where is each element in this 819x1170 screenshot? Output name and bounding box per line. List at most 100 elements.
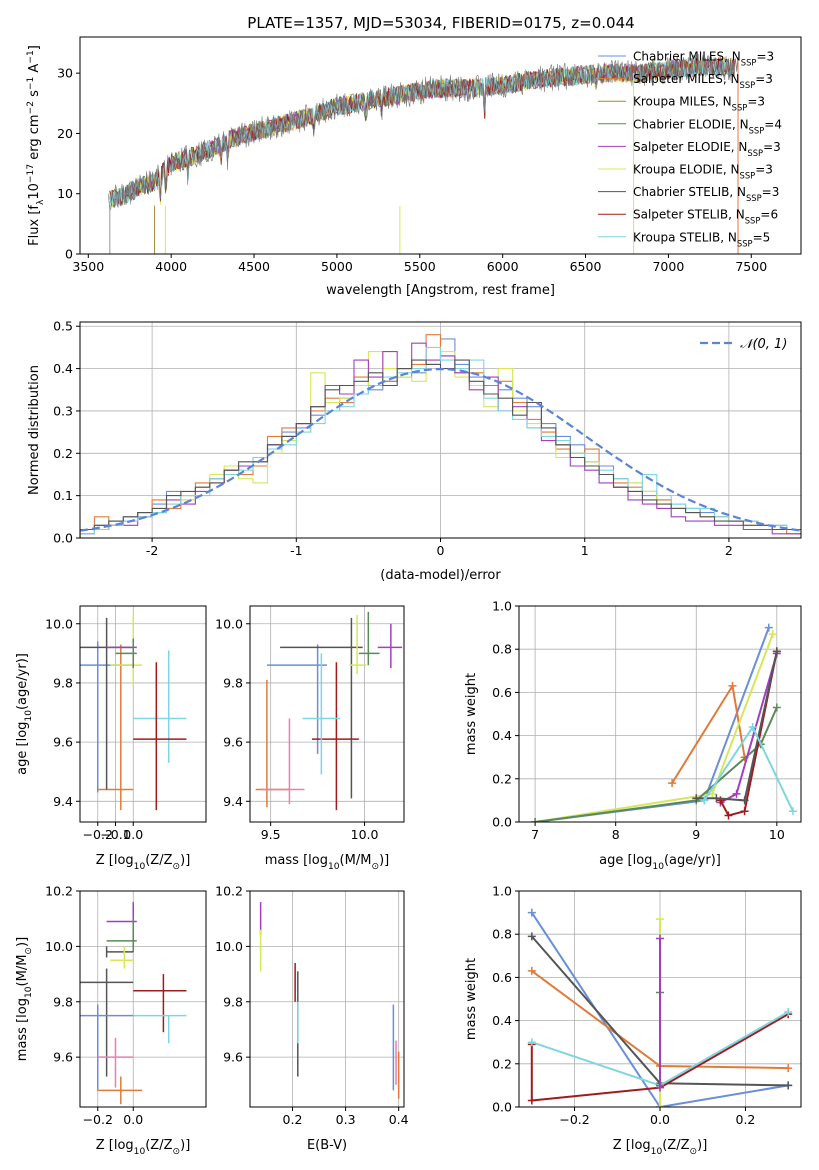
mass-vs-ebv-axes: 0.2 0.3 0.4 9.6 9.8 10.0 10.2 E(B-V) — [215, 884, 409, 1154]
x-tick-label: 8 — [612, 827, 620, 842]
y-tick-label: 0.4 — [53, 361, 73, 376]
x-tick-label: −0.2 — [559, 1112, 589, 1127]
weight-vs-Z-axes: −0.2 0.0 0.2 0.0 0.2 0.4 0.6 0.8 1.0 Z [log10(Z/Z… — [464, 884, 802, 1157]
weight-marker — [740, 807, 749, 816]
y-tick-label: 0.6 — [492, 970, 512, 985]
x-tick-label: 3500 — [72, 259, 104, 274]
weight-vs-age-axes: 7 8 9 10 0.0 0.2 0.4 0.6 0.8 1.0 age [log10(age/yr… — [464, 599, 802, 872]
weight-line — [530, 912, 789, 1107]
x-tick-label: 0.0 — [650, 1112, 670, 1127]
weight-marker — [656, 1083, 664, 1092]
x-tick-label: −0.1 — [100, 827, 130, 842]
spectrum-axes: 3500 4000 4500 5000 5500 6000 6500 7000 7500 0 10 2… — [26, 36, 802, 298]
x-tick-label: −0.2 — [83, 827, 113, 842]
x-tick-label: 0.0 — [123, 1112, 143, 1127]
weight-lines — [527, 908, 793, 1107]
age-vs-Z-axes: −0.2−0.10.0 9.4 9.6 9.8 10.0 Z [log10(Z/Z⊙)] a… — [15, 605, 207, 872]
axes-frame — [518, 605, 802, 823]
spectrum-lines — [107, 54, 739, 254]
weight-line — [534, 707, 778, 822]
weight-lines — [531, 623, 797, 822]
y-tick-label: 0.8 — [492, 642, 512, 657]
x-tick-label: 4500 — [238, 259, 270, 274]
x-axis-label: (data-model)/error — [380, 568, 501, 583]
y-tick-label: 20 — [57, 126, 73, 141]
x-tick-label: 0.2 — [283, 1112, 303, 1127]
histograms — [80, 334, 801, 538]
x-axis-label: Z [log10(Z/Z⊙)] — [96, 1138, 191, 1157]
axes-frame — [249, 890, 405, 1108]
weight-marker — [784, 1081, 793, 1090]
y-tick-label: 10 — [57, 186, 73, 201]
observed-spectrum — [107, 54, 739, 211]
y-tick-label: 9.8 — [53, 675, 73, 690]
y-tick-label: 0.0 — [492, 1100, 512, 1115]
x-axis-label: Z [log10(Z/Z⊙)] — [613, 1138, 708, 1157]
weight-marker — [527, 1096, 536, 1105]
weight-line — [530, 1013, 789, 1102]
weight-marker — [692, 794, 701, 803]
legend-label: Salpeter ELODIE, NSSP=3 — [633, 140, 781, 158]
weight-marker — [724, 811, 733, 820]
y-tick-label: 0.6 — [492, 685, 512, 700]
x-tick-label: 6000 — [487, 259, 519, 274]
y-tick-label: 10.0 — [45, 939, 73, 954]
legend-label: Kroupa ELODIE, NSSP=3 — [633, 163, 773, 181]
x-tick-label: 4000 — [155, 259, 187, 274]
points — [80, 614, 187, 811]
weight-marker — [784, 1064, 793, 1073]
y-tick-label: 9.8 — [53, 994, 73, 1009]
residual-axes: -2 -1 0 1 2 0.0 0.1 0.2 0.3 0.4 0.5 𝒩(0, 1) (data-mo… — [27, 319, 802, 583]
y-tick-label: 0.3 — [53, 403, 73, 418]
y-axis-label: age [log10(age/yr)] — [15, 653, 34, 775]
y-tick-label: 0.1 — [53, 488, 73, 503]
weight-line — [719, 651, 778, 817]
x-tick-label: 0.4 — [389, 1112, 409, 1127]
x-tick-label: 5500 — [404, 259, 436, 274]
mass-vs-Z-axes: −0.2 0.0 9.6 9.8 10.0 10.2 Z [log10(Z/Z⊙)] mass… — [15, 884, 207, 1157]
x-tick-label: 1 — [581, 543, 589, 558]
weight-marker — [740, 796, 749, 805]
weight-marker — [728, 681, 737, 690]
weight-marker — [527, 932, 536, 941]
y-tick-label: 9.6 — [223, 735, 243, 750]
points — [259, 902, 400, 1099]
legend-label: 𝒩(0, 1) — [740, 337, 787, 352]
x-tick-label: 2 — [725, 543, 733, 558]
y-tick-label: 1.0 — [492, 599, 512, 614]
x-tick-label: 0.3 — [336, 1112, 356, 1127]
y-tick-label: 10.0 — [215, 616, 243, 631]
legend-label: Chabrier STELIB, NSSP=3 — [633, 185, 779, 203]
weight-marker — [732, 789, 741, 798]
legend-label: Chabrier MILES, NSSP=3 — [633, 50, 774, 68]
x-tick-label: 6500 — [570, 259, 602, 274]
weight-marker — [527, 908, 536, 917]
x-tick-label: -1 — [290, 543, 302, 558]
y-tick-label: 9.8 — [223, 675, 243, 690]
figure-title: PLATE=1357, MJD=53034, FIBERID=0175, z=0… — [247, 14, 634, 32]
x-tick-label: -2 — [146, 543, 158, 558]
axes-frame — [79, 36, 802, 255]
y-tick-label: 0.2 — [492, 771, 512, 786]
y-tick-label: 0.4 — [492, 1013, 512, 1028]
weight-marker — [668, 779, 677, 788]
histogram-step — [80, 346, 801, 538]
x-tick-label: 0.2 — [736, 1112, 756, 1127]
y-tick-label: 10.0 — [215, 939, 243, 954]
weight-marker — [700, 796, 709, 805]
y-tick-label: 10.2 — [45, 884, 73, 899]
legend-label: Kroupa MILES, NSSP=3 — [633, 95, 765, 113]
weight-marker — [656, 934, 664, 943]
legend-label: Salpeter MILES, NSSP=3 — [633, 72, 773, 90]
axes-frame — [79, 890, 207, 1108]
axes-frame — [518, 890, 802, 1108]
y-tick-label: 9.6 — [223, 1050, 243, 1065]
weight-marker — [788, 807, 797, 816]
x-tick-label: 0 — [437, 543, 445, 558]
y-tick-label: 9.4 — [223, 794, 243, 809]
x-tick-label: 5000 — [321, 259, 353, 274]
y-tick-label: 1.0 — [492, 884, 512, 899]
y-tick-label: 9.6 — [53, 735, 73, 750]
spectrum-legend: Chabrier MILES, NSSP=3 Salpeter MILES, NS… — [598, 50, 782, 248]
